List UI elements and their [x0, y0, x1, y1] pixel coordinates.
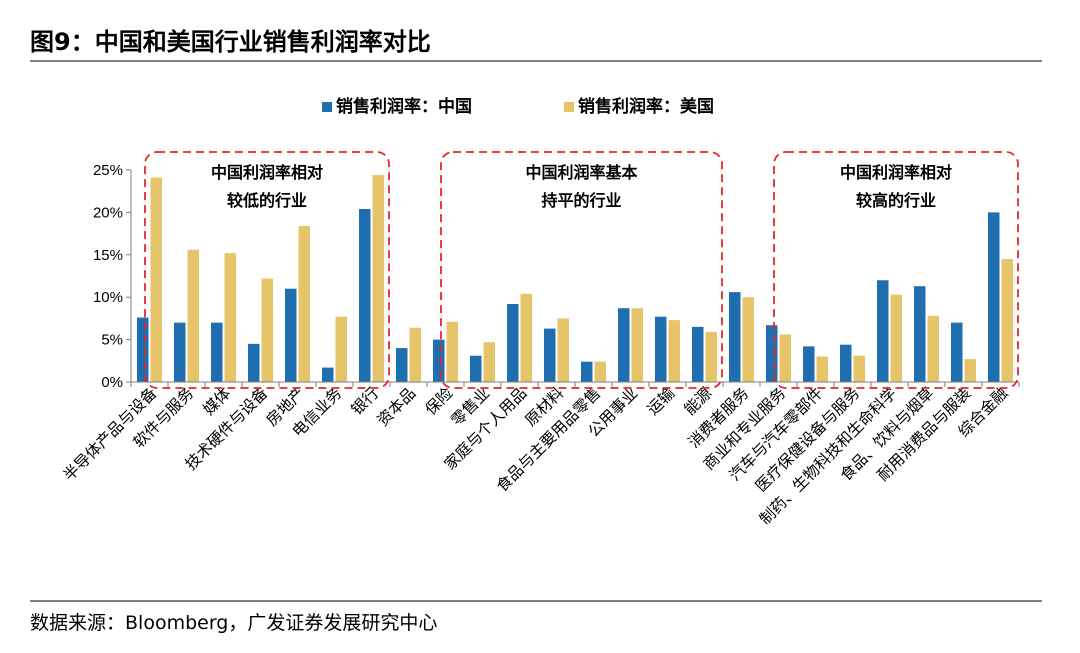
annotation-text: 中国利润率相对	[211, 163, 323, 182]
annotation-box-2	[440, 151, 723, 389]
annotation-text: 较高的行业	[856, 191, 936, 210]
bar-usa	[631, 308, 643, 382]
bar-usa	[964, 359, 976, 382]
y-tick-label: 20%	[93, 204, 123, 221]
bar-usa	[927, 315, 939, 382]
legend-label-china: 销售利润率：中国	[336, 96, 472, 117]
bar-usa	[335, 316, 347, 382]
bar-usa	[187, 249, 199, 382]
bar-usa	[261, 278, 273, 382]
bar-usa	[557, 318, 569, 382]
bar-china	[211, 322, 223, 382]
bar-usa	[779, 334, 791, 382]
annotation-box-3	[773, 151, 1019, 389]
chart-legend: 销售利润率：中国 销售利润率：美国	[322, 96, 714, 117]
bar-china	[803, 346, 815, 382]
bar-usa	[1001, 259, 1013, 382]
legend-swatch-usa	[564, 102, 574, 112]
legend-swatch-china	[322, 102, 332, 112]
bar-china	[914, 286, 926, 382]
legend-label-usa: 销售利润率：美国	[578, 96, 714, 117]
bar-china	[285, 288, 297, 382]
bar-china	[766, 325, 778, 382]
bar-china	[544, 328, 556, 382]
bar-china	[507, 303, 519, 382]
y-tick-label: 10%	[93, 289, 123, 306]
annotation-text: 较低的行业	[227, 191, 307, 210]
top-divider	[30, 60, 1042, 62]
bar-usa	[520, 293, 532, 382]
bar-china	[692, 326, 704, 382]
bar-china	[988, 212, 1000, 382]
bar-china	[470, 355, 482, 382]
bar-china	[951, 322, 963, 382]
figure-title: 图9：中国和美国行业销售利润率对比	[30, 28, 431, 56]
y-axis: 0% 5% 10% 15% 20% 25%	[93, 162, 132, 391]
bar-china	[174, 322, 186, 382]
y-tick-label: 25%	[93, 162, 123, 179]
bar-chart: 销售利润率：中国 销售利润率：美国 0% 5% 10% 15% 20% 25% 半导体产品与…	[60, 96, 1020, 528]
bottom-divider	[30, 600, 1042, 602]
figure-source: 数据来源：Bloomberg，广发证券发展研究中心	[30, 612, 438, 634]
x-category-label: 运输	[644, 384, 679, 419]
bar-china	[359, 209, 371, 382]
bar-china	[729, 292, 741, 382]
bar-china	[877, 280, 889, 382]
y-tick-label: 0%	[101, 374, 123, 391]
bar-usa	[853, 355, 865, 382]
bar-usa	[298, 225, 310, 382]
bar-usa	[742, 297, 754, 382]
annotation-text: 中国利润率基本	[525, 163, 637, 182]
y-tick-label: 5%	[101, 332, 123, 349]
bar-usa	[483, 342, 495, 382]
bar-china	[433, 339, 445, 382]
bar-usa	[594, 361, 606, 382]
bar-china	[618, 308, 630, 382]
y-tick-label: 15%	[93, 247, 123, 264]
bar-china	[655, 316, 667, 382]
annotation-text: 中国利润率相对	[840, 163, 952, 182]
annotation-text: 持平的行业	[541, 191, 621, 210]
bar-usa	[372, 175, 384, 382]
bar-china	[840, 344, 852, 382]
bar-china	[581, 361, 593, 382]
bar-usa	[409, 327, 421, 382]
bar-usa	[816, 356, 828, 382]
bar-china	[248, 343, 260, 382]
x-category-label: 资本品	[374, 384, 420, 430]
annotation-box-1	[144, 151, 390, 389]
bar-usa	[668, 320, 680, 382]
bar-china	[322, 367, 334, 382]
bar-usa	[705, 331, 717, 382]
bar-usa	[446, 321, 458, 382]
bar-usa	[224, 253, 236, 382]
bar-usa	[890, 294, 902, 382]
bar-china	[137, 317, 149, 382]
bar-usa	[150, 177, 162, 382]
bar-china	[396, 348, 408, 382]
bar-series	[137, 175, 1013, 382]
